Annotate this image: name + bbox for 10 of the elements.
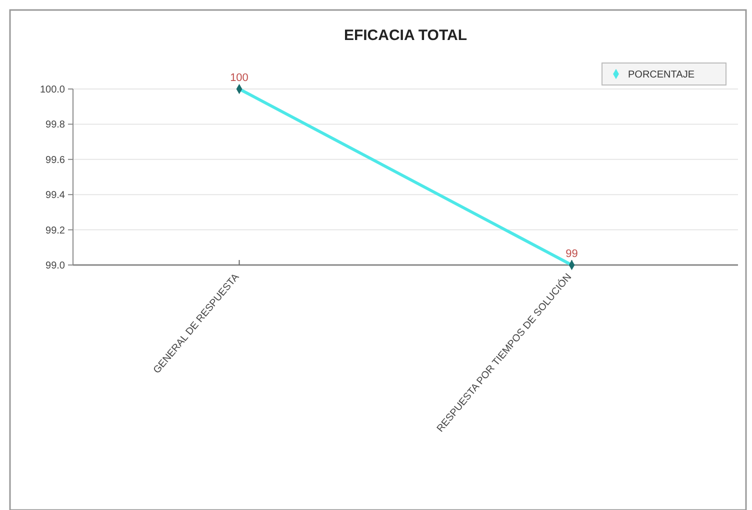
y-tick-label: 99.0 — [46, 260, 66, 272]
y-tick-label: 99.2 — [46, 225, 66, 236]
chart-title: EFICACIA TOTAL — [344, 27, 468, 44]
y-tick-label: 99.6 — [46, 154, 66, 166]
y-tick-label: 99.8 — [46, 120, 66, 131]
data-label: 100 — [230, 72, 248, 84]
y-tick-label: 100.0 — [40, 84, 66, 96]
y-tick-label: 99.4 — [46, 190, 66, 202]
data-label: 99 — [566, 248, 578, 260]
legend-label: PORCENTAJE — [628, 70, 695, 80]
